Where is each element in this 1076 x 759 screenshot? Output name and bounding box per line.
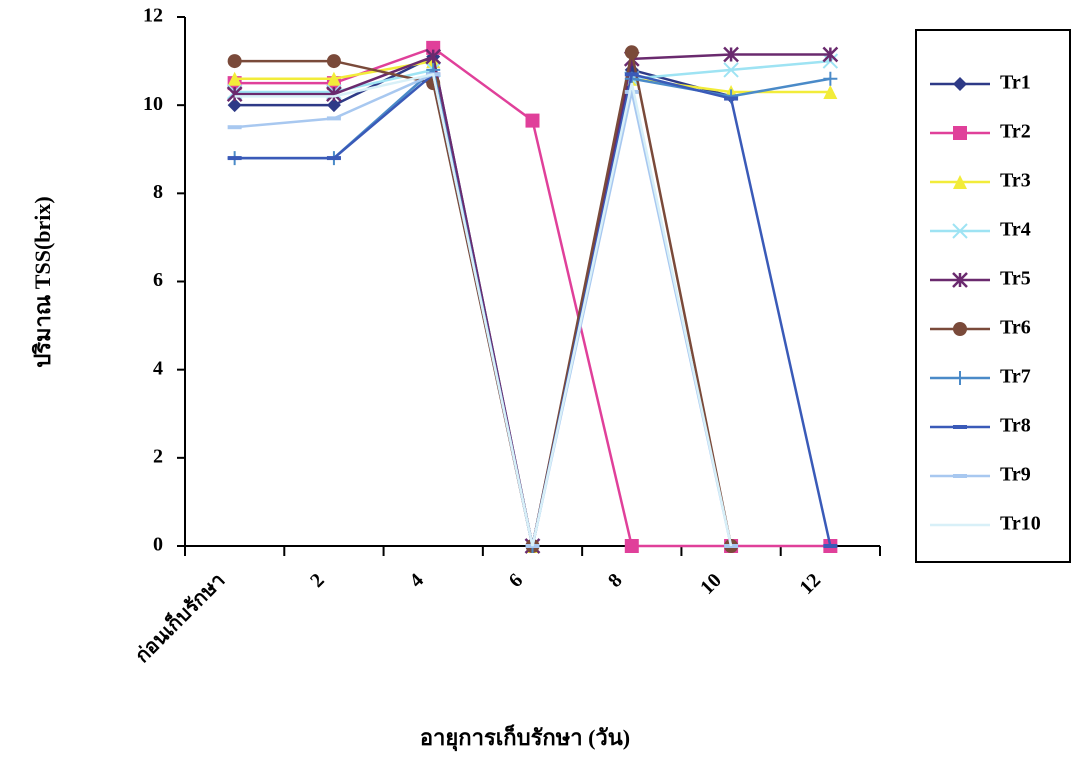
series-line xyxy=(234,53,831,547)
y-tick-label: 0 xyxy=(153,534,163,556)
y-tick-label: 12 xyxy=(143,5,163,27)
legend-label: Tr4 xyxy=(1000,219,1031,241)
marker xyxy=(952,223,968,239)
marker xyxy=(953,126,967,140)
marker xyxy=(624,539,639,553)
y-tick-label: 8 xyxy=(153,181,163,203)
marker xyxy=(953,175,967,189)
series xyxy=(227,54,838,553)
marker xyxy=(953,77,967,91)
y-tick-label: 6 xyxy=(153,269,163,291)
marker xyxy=(822,46,839,63)
marker xyxy=(425,48,442,65)
marker xyxy=(823,84,838,99)
marker xyxy=(326,98,341,113)
series xyxy=(227,72,838,548)
x-tick-label: 2 xyxy=(306,569,329,592)
y-axis-label: ปริมาณ TSS(brix) xyxy=(30,196,55,367)
legend-label: Tr1 xyxy=(1000,72,1031,94)
marker xyxy=(326,86,342,103)
series xyxy=(234,72,733,547)
marker xyxy=(227,54,242,69)
marker xyxy=(723,62,739,78)
series xyxy=(226,53,839,554)
legend-label: Tr6 xyxy=(1000,317,1031,339)
series xyxy=(227,40,838,553)
series-line xyxy=(234,59,831,547)
legend-label: Tr3 xyxy=(1000,170,1031,192)
marker xyxy=(326,54,341,69)
x-tick-label: 6 xyxy=(505,569,528,592)
marker xyxy=(525,113,540,128)
marker xyxy=(426,40,441,55)
marker xyxy=(624,45,639,60)
marker xyxy=(953,322,967,336)
x-tick-label: ก่อนเก็บรักษา xyxy=(129,567,229,667)
marker xyxy=(326,71,341,86)
y-tick-label: 2 xyxy=(153,445,163,467)
series-line xyxy=(234,72,832,547)
y-tick-label: 10 xyxy=(143,93,163,115)
legend-label: Tr7 xyxy=(1000,366,1031,388)
legend-box xyxy=(915,29,1071,563)
legend-label: Tr2 xyxy=(1000,121,1031,143)
x-tick-label: 10 xyxy=(696,569,726,599)
marker xyxy=(953,371,967,385)
marker xyxy=(952,272,968,288)
legend-label: Tr9 xyxy=(1000,464,1031,486)
marker xyxy=(227,71,242,86)
legend-label: Tr5 xyxy=(1000,268,1031,290)
series xyxy=(227,62,838,553)
x-tick-label: 12 xyxy=(795,569,825,599)
series-line xyxy=(234,59,831,547)
legend-label: Tr10 xyxy=(1000,513,1041,535)
legend-label: Tr8 xyxy=(1000,415,1031,437)
marker xyxy=(227,98,242,113)
marker xyxy=(823,71,838,86)
marker xyxy=(226,86,243,103)
marker xyxy=(723,46,739,63)
x-tick-label: 8 xyxy=(604,569,627,592)
series-line xyxy=(234,72,733,547)
x-axis-label: อายุการเก็บรักษา (วัน) xyxy=(420,723,630,752)
y-tick-label: 4 xyxy=(153,357,163,379)
x-tick-label: 4 xyxy=(405,569,428,592)
